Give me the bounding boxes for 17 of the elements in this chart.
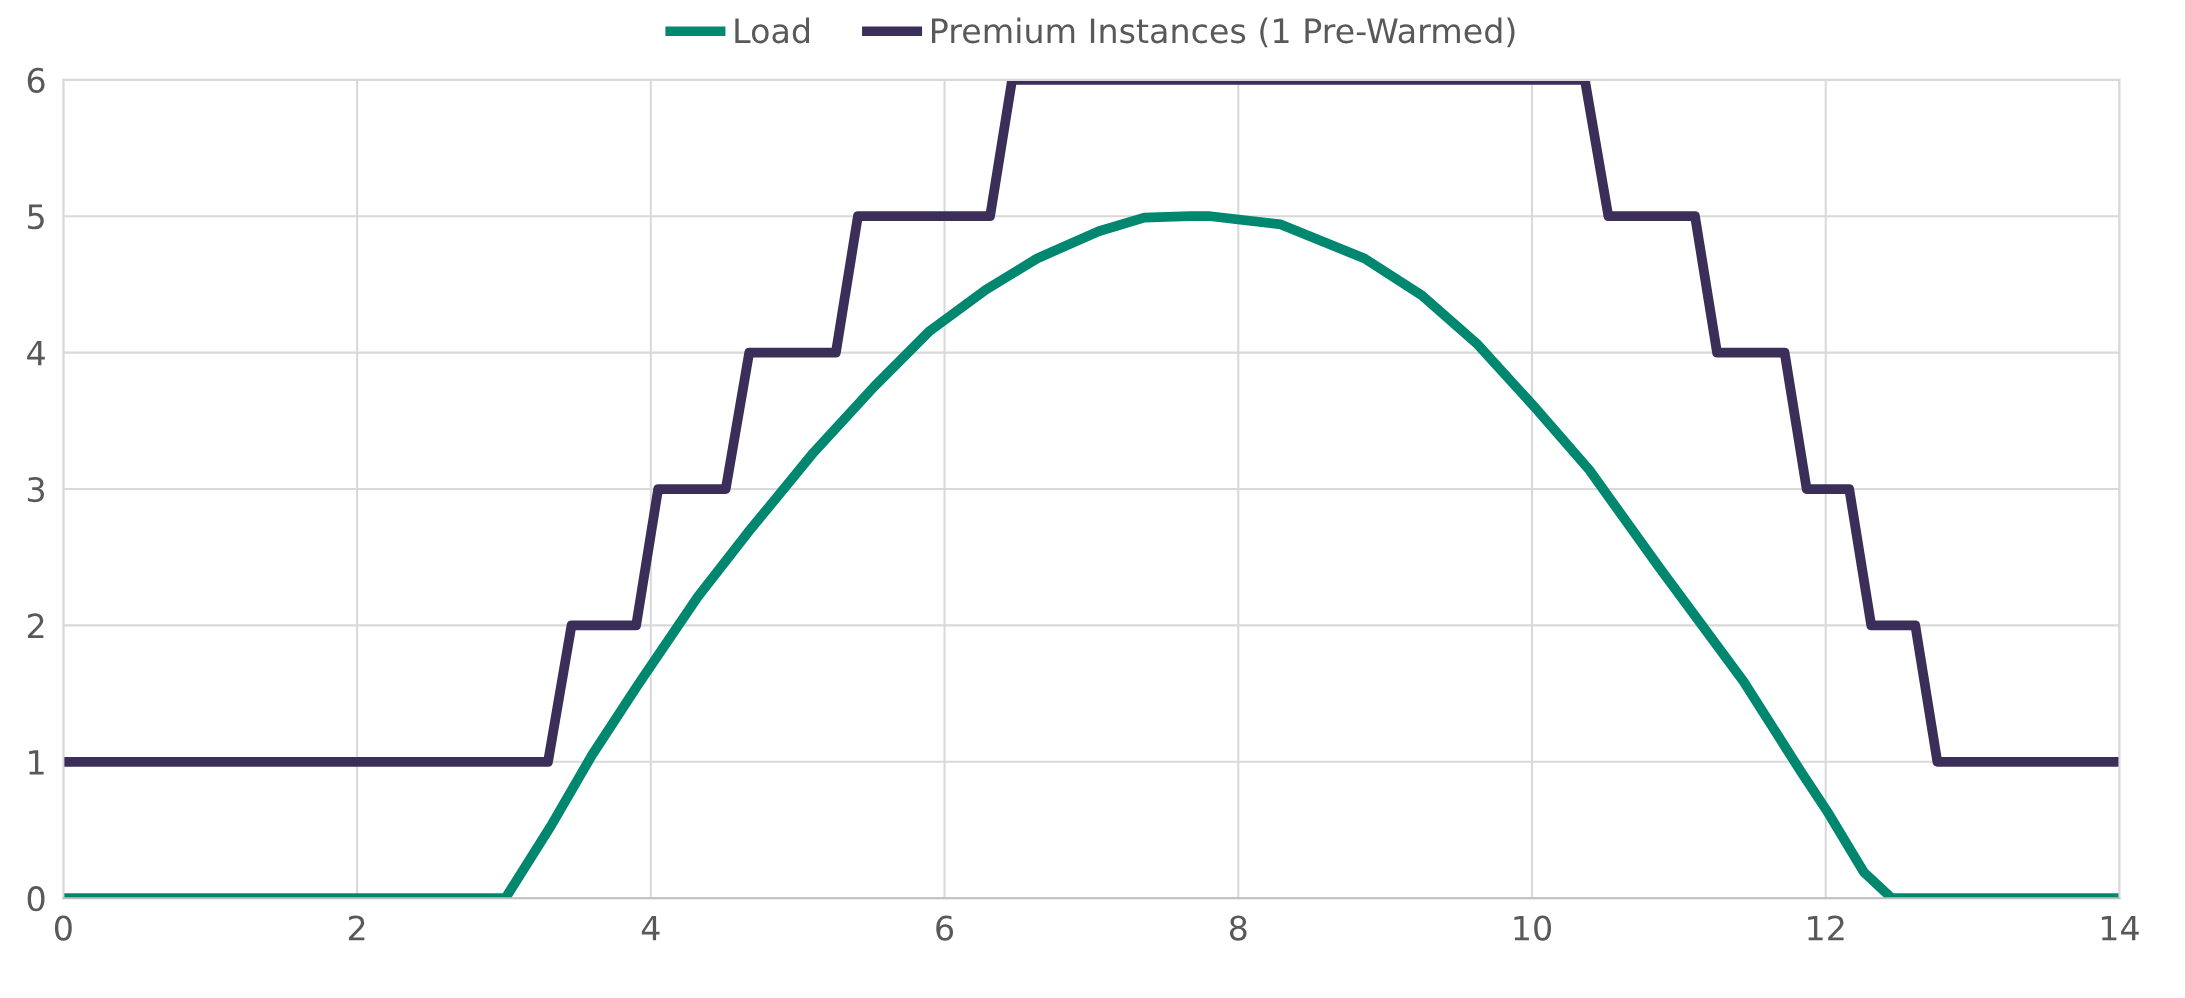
y-tick-label: 6: [27, 67, 45, 93]
y-tick-label: 5: [28, 204, 44, 230]
x-tick-label: 6: [936, 915, 954, 941]
legend-label: Premium Instances (1 Pre-Warmed): [932, 17, 1515, 48]
y-tick-label: 3: [28, 476, 45, 503]
legend-label: Load: [735, 17, 810, 44]
x-tick-label: 12: [1808, 915, 1844, 941]
x-tick-label: 14: [2101, 915, 2139, 941]
y-tick-label: 4: [27, 340, 45, 366]
y-tick-label: 1: [29, 750, 44, 775]
y-tick-label: 2: [27, 613, 44, 639]
x-tick-label: 4: [641, 915, 660, 941]
x-tick-label: 0: [54, 915, 72, 941]
y-tick-label: 0: [27, 886, 45, 912]
x-tick-label: 2: [348, 915, 365, 941]
x-tick-label: 10: [1514, 915, 1551, 941]
x-tick-label: 8: [1229, 915, 1247, 941]
